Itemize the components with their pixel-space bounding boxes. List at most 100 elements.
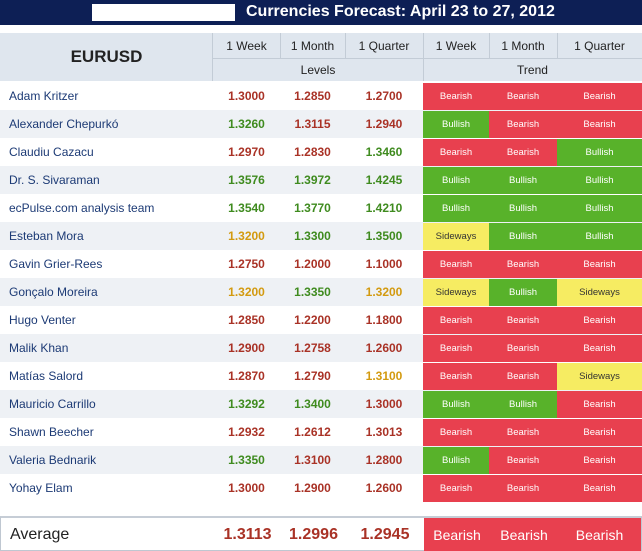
trend-1quarter-badge: Bullish (557, 195, 642, 222)
trend-1quarter-badge: Bearish (557, 475, 642, 502)
trend-1month-badge: Bearish (489, 335, 557, 362)
table-row: Esteban Mora 1.3200 1.3300 1.3500 Sideways Bu… (0, 222, 642, 250)
level-1week: 1.3540 (228, 201, 265, 215)
table-row: Malik Khan 1.2900 1.2758 1.2600 Bearish Beari… (0, 334, 642, 362)
level-1month: 1.3770 (294, 201, 331, 215)
trend-1week-badge: Bearish (423, 139, 489, 166)
average-label: Average (10, 525, 70, 543)
level-1week: 1.3260 (228, 117, 265, 131)
trend-1week-badge: Bullish (423, 111, 489, 138)
trend-1quarter-badge: Bearish (557, 447, 642, 474)
level-1quarter: 1.3000 (365, 397, 403, 411)
level-1month: 1.3115 (294, 117, 331, 131)
trend-1month-badge: Bearish (489, 307, 557, 334)
average-trend-1month: Bearish (490, 518, 558, 551)
level-1quarter: 1.2700 (365, 89, 403, 103)
average-trend-1week: Bearish (424, 518, 490, 551)
level-1month: 1.3100 (294, 453, 331, 467)
levels-col-1quarter: 1 Quarter (358, 38, 410, 53)
trend-1month-badge: Bullish (489, 167, 557, 194)
trend-1month-badge: Bullish (489, 279, 557, 306)
trend-1quarter-badge: Bearish (557, 419, 642, 446)
levels-col-1week: 1 Week (226, 38, 267, 53)
table-row: Mauricio Carrillo 1.3292 1.3400 1.3000 Bulli… (0, 390, 642, 418)
level-1week: 1.3000 (228, 89, 265, 103)
trend-1quarter-badge: Bullish (557, 223, 642, 250)
level-1quarter: 1.2600 (365, 341, 403, 355)
level-1week: 1.3200 (228, 229, 265, 243)
average-trend-1quarter: Bearish (558, 518, 641, 551)
table-row: Adam Kritzer 1.3000 1.2850 1.2700 Bearish Bea… (0, 82, 642, 110)
level-1month: 1.3972 (294, 173, 331, 187)
level-1quarter: 1.1000 (365, 257, 403, 271)
level-1month: 1.2830 (294, 145, 331, 159)
level-1quarter: 1.1800 (365, 313, 403, 327)
page-title: Currencies Forecast: April 23 to 27, 201… (246, 3, 555, 20)
table-row: Matías Salord 1.2870 1.2790 1.3100 Bearish Be… (0, 362, 642, 390)
average-level-1month: 1.2996 (289, 525, 338, 543)
trend-1month-badge: Bearish (489, 111, 557, 138)
level-1week: 1.2932 (228, 425, 265, 439)
analyst-name: Claudiu Cazacu (9, 145, 94, 159)
table-row: Valeria Bednarik 1.3350 1.3100 1.2800 Bullis… (0, 446, 642, 474)
trend-1week-badge: Bearish (423, 335, 489, 362)
analyst-name: Shawn Beecher (9, 425, 94, 439)
trend-1quarter-badge: Bearish (557, 335, 642, 362)
level-1month: 1.3400 (294, 397, 331, 411)
trend-1month-badge: Bullish (489, 391, 557, 418)
trend-group-label: Trend (517, 62, 548, 77)
header-divider (212, 33, 213, 81)
level-1month: 1.2850 (294, 89, 331, 103)
average-row: Average 1.3113 1.2996 1.2945 Bearish Bea… (0, 516, 642, 551)
level-1quarter: 1.2600 (365, 481, 403, 495)
analyst-name: Valeria Bednarik (9, 453, 97, 467)
currency-pair-label: EURUSD (70, 47, 143, 66)
levels-col-1month: 1 Month (290, 38, 335, 53)
trend-1month-badge: Bearish (489, 447, 557, 474)
level-1week: 1.3350 (228, 453, 265, 467)
trend-1month-badge: Bullish (489, 223, 557, 250)
trend-1week-badge: Sideways (423, 279, 489, 306)
trend-col-1month: 1 Month (501, 38, 545, 53)
trend-1month-badge: Bearish (489, 363, 557, 390)
trend-1quarter-badge: Bearish (557, 251, 642, 278)
trend-col-1quarter: 1 Quarter (574, 38, 625, 53)
trend-1month-badge: Bearish (489, 419, 557, 446)
table-row: Claudiu Cazacu 1.2970 1.2830 1.3460 Bearish B… (0, 138, 642, 166)
analyst-name: Yohay Elam (9, 481, 73, 495)
level-1week: 1.2900 (228, 341, 265, 355)
title-blank-box (92, 4, 235, 21)
level-1month: 1.2000 (294, 257, 331, 271)
header-divider (489, 33, 490, 58)
level-1month: 1.2200 (294, 313, 331, 327)
trend-1week-badge: Sideways (423, 223, 489, 250)
trend-1week-badge: Bullish (423, 167, 489, 194)
trend-1month-badge: Bearish (489, 251, 557, 278)
level-1week: 1.2970 (228, 145, 265, 159)
level-1quarter: 1.4245 (365, 173, 403, 187)
average-level-1quarter: 1.2945 (360, 525, 410, 543)
level-1week: 1.2850 (228, 313, 265, 327)
table-row: ecPulse.com analysis team 1.3540 1.3770 1.4… (0, 194, 642, 222)
level-1quarter: 1.3100 (365, 369, 403, 383)
level-1quarter: 1.2800 (365, 453, 403, 467)
level-1quarter: 1.4210 (365, 201, 403, 215)
table-row: Shawn Beecher 1.2932 1.2612 1.3013 Bearish Be… (0, 418, 642, 446)
title-bar: Currencies Forecast: April 23 to 27, 201… (0, 0, 642, 25)
level-1week: 1.2750 (228, 257, 265, 271)
analyst-name: Malik Khan (9, 341, 69, 355)
level-1month: 1.2790 (294, 369, 331, 383)
level-1quarter: 1.3200 (365, 285, 403, 299)
average-level-1week: 1.3113 (223, 525, 272, 543)
trend-1quarter-badge: Bearish (557, 307, 642, 334)
trend-1quarter-badge: Sideways (557, 363, 642, 390)
table-row: Gonçalo Moreira 1.3200 1.3350 1.3200 Sideway… (0, 278, 642, 306)
trend-1month-badge: Bullish (489, 195, 557, 222)
analyst-name: ecPulse.com analysis team (9, 201, 155, 215)
level-1month: 1.2900 (294, 481, 331, 495)
header-divider (557, 33, 558, 58)
header-divider (345, 33, 346, 58)
trend-1week-badge: Bearish (423, 363, 489, 390)
header-divider (213, 58, 642, 59)
trend-1month-badge: Bearish (489, 475, 557, 502)
